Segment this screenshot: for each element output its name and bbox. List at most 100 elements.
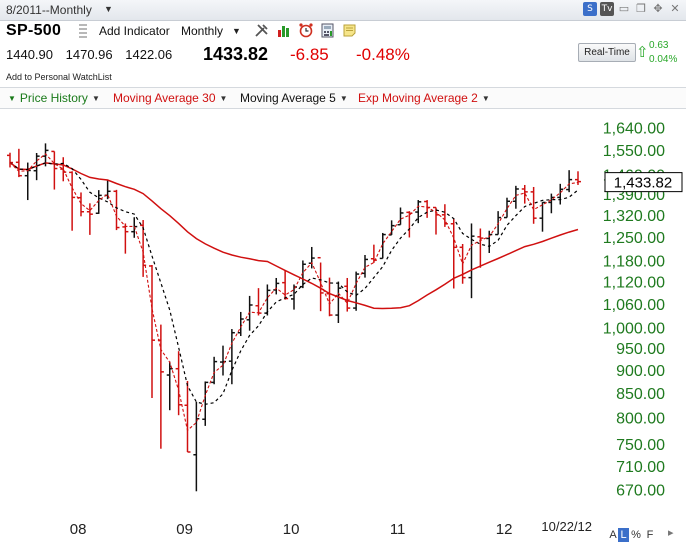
y-tick-label: 670.00 xyxy=(616,482,665,499)
ohl-quote: 1440.90 1470.96 1422.06 xyxy=(6,47,181,62)
price-bar xyxy=(379,232,386,260)
legend-ma5[interactable]: Moving Average 5 ▼ xyxy=(240,91,348,105)
price-bar xyxy=(388,220,395,236)
expand-panel-icon[interactable]: ▸ xyxy=(668,526,674,539)
price-bar xyxy=(149,264,155,398)
price-bar xyxy=(51,150,58,190)
price-bar xyxy=(7,152,13,168)
frequency-dropdown-icon[interactable]: ▼ xyxy=(232,26,241,36)
move-button[interactable]: ✥ xyxy=(653,2,663,15)
y-tick-label: 1,320.00 xyxy=(603,208,665,225)
up-arrow-icon: ⇧ xyxy=(636,43,649,61)
price-bar xyxy=(291,284,297,310)
last-price-box xyxy=(604,172,683,193)
period-dropdown-icon[interactable]: ▼ xyxy=(104,4,113,14)
price-bar xyxy=(220,345,226,376)
add-watchlist-link[interactable]: Add to Personal WatchList xyxy=(6,72,112,82)
footer-a-button[interactable]: A xyxy=(609,529,617,541)
percent-change: -0.48% xyxy=(356,45,410,64)
s-button[interactable]: S xyxy=(583,2,597,16)
restore-button[interactable]: ❐ xyxy=(636,2,646,15)
price-bar xyxy=(122,223,129,254)
open-value: 1440.90 xyxy=(6,47,53,62)
chevron-down-icon[interactable]: ▼ xyxy=(339,94,348,103)
price-bar xyxy=(237,311,244,337)
price-bar xyxy=(424,200,431,218)
y-tick-label: 1,250.00 xyxy=(603,230,665,247)
grip-icon[interactable] xyxy=(79,24,87,38)
close-button[interactable]: ✕ xyxy=(670,2,680,15)
price-bar xyxy=(504,197,510,219)
legend-ema2[interactable]: Exp Moving Average 2 ▼ xyxy=(358,91,490,105)
frequency-select[interactable]: Monthly xyxy=(181,24,224,38)
period-label: 8/2011--Monthly xyxy=(6,3,92,17)
title-bar: 8/2011--Monthly ▼ S Tv ▭ ❐ ✥ ✕ xyxy=(0,0,686,21)
add-indicator-button[interactable]: Add Indicator xyxy=(99,24,170,38)
price-bar xyxy=(335,281,342,324)
x-axis: 08 09 10 11 12 10/22/12 xyxy=(70,519,592,538)
alarm-clock-icon[interactable] xyxy=(298,22,314,38)
minimize-button[interactable]: ▭ xyxy=(618,2,630,15)
high-value: 1470.96 xyxy=(65,47,113,62)
ma5-line xyxy=(9,162,579,405)
y-tick-label: 1,120.00 xyxy=(603,275,665,292)
x-tick-label: 09 xyxy=(176,521,193,538)
price-bar xyxy=(433,206,439,235)
note-icon[interactable] xyxy=(342,22,358,38)
realtime-change-pct: 0.04% xyxy=(649,54,678,65)
bar-chart-icon[interactable] xyxy=(276,22,292,38)
ma30-line xyxy=(9,161,579,310)
price-bar xyxy=(468,223,475,299)
chevron-down-icon[interactable]: ▼ xyxy=(91,94,100,103)
y-tick-label: 950.00 xyxy=(616,341,665,358)
price-bar xyxy=(539,201,546,232)
price-chart[interactable]: 1,640.001,550.001,460.001,390.001,320.00… xyxy=(0,108,686,546)
price-bar xyxy=(406,211,413,238)
x-tick-label: 10 xyxy=(283,521,300,538)
calculator-icon[interactable] xyxy=(320,22,336,38)
symbol-label[interactable]: SP-500 xyxy=(6,22,62,39)
price-bar xyxy=(450,219,457,289)
realtime-button[interactable]: Real-Time xyxy=(578,43,636,62)
price-bar xyxy=(175,351,182,416)
footer-pct-button[interactable]: % xyxy=(631,529,641,541)
ema2-line xyxy=(9,153,579,432)
x-tick-label: 08 xyxy=(70,521,87,538)
legend-label: Moving Average 5 xyxy=(240,91,336,105)
legend-label: Price History xyxy=(19,91,88,105)
tools-icon[interactable] xyxy=(254,22,270,38)
footer-l-button[interactable]: L xyxy=(618,528,629,542)
price-bar xyxy=(86,203,93,235)
price-bar xyxy=(353,271,360,311)
price-bar xyxy=(530,186,537,224)
y-tick-label: 850.00 xyxy=(616,386,665,403)
y-tick-label: 1,640.00 xyxy=(603,120,665,137)
y-tick-label: 1,060.00 xyxy=(603,297,665,314)
price-bar xyxy=(166,361,173,411)
chevron-down-icon[interactable]: ▼ xyxy=(481,94,490,103)
y-axis: 1,640.001,550.001,460.001,390.001,320.00… xyxy=(603,120,665,499)
price-bar xyxy=(362,255,368,278)
ohlc-bars xyxy=(7,143,581,492)
price-bar xyxy=(344,277,351,312)
y-tick-label: 900.00 xyxy=(616,363,665,380)
toolbar-icons xyxy=(254,22,358,38)
legend-ma30[interactable]: Moving Average 30 ▼ xyxy=(113,91,227,105)
price-bar xyxy=(512,185,519,209)
legend-label: Exp Moving Average 2 xyxy=(358,91,478,105)
footer-f-button[interactable]: F xyxy=(646,529,654,541)
price-bar xyxy=(548,193,555,214)
low-value: 1422.06 xyxy=(125,47,173,62)
expand-icon[interactable]: ▼ xyxy=(8,94,16,103)
price-bar xyxy=(273,277,280,295)
price-bar xyxy=(184,380,191,453)
price-bar xyxy=(397,207,404,226)
price-bar xyxy=(521,184,528,204)
chevron-down-icon[interactable]: ▼ xyxy=(219,94,228,103)
realtime-change: 0.63 xyxy=(649,40,669,51)
price-bar xyxy=(246,295,253,331)
legend-price-history[interactable]: ▼ Price History ▼ xyxy=(8,91,100,105)
last-price-marker: 1,433.82 xyxy=(604,172,683,193)
tv-button[interactable]: Tv xyxy=(600,2,614,16)
y-tick-label: 1,000.00 xyxy=(603,320,665,337)
